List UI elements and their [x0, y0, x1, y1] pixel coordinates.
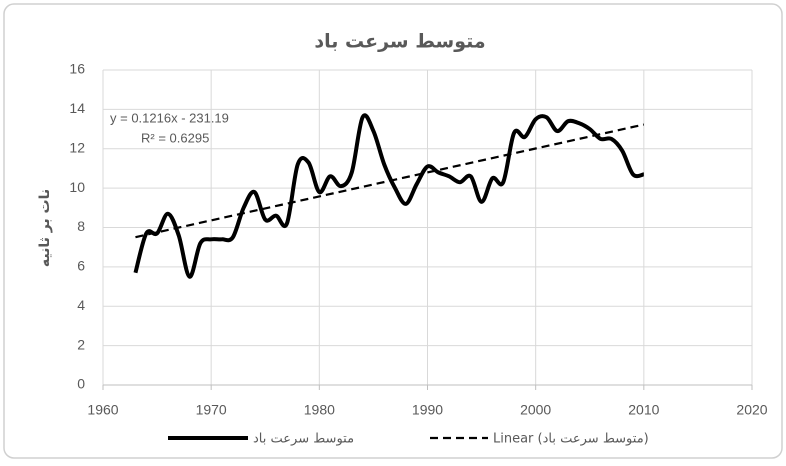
legend-label: متوسط سرعت باد — [253, 432, 354, 447]
y-tick-label: 8 — [77, 218, 85, 234]
y-tick-label: 4 — [77, 297, 85, 313]
trend-equation: y = 0.1216x - 231.19 — [110, 110, 229, 125]
y-tick-label: 2 — [77, 336, 85, 352]
x-tick-label: 1960 — [87, 402, 118, 418]
y-tick-label: 14 — [69, 100, 85, 116]
y-tick-label: 12 — [69, 139, 85, 155]
x-tick-label: 1990 — [412, 402, 443, 418]
legend-label: Linear (متوسط سرعت باد) — [493, 432, 649, 447]
y-tick-label: 10 — [69, 179, 85, 195]
y-tick-label: 16 — [69, 61, 85, 77]
x-tick-label: 1970 — [196, 402, 227, 418]
y-tick-label: 0 — [77, 376, 85, 392]
y-axis-label: نات بر ثانیه — [37, 189, 53, 267]
chart-title: متوسط سرعت باد — [314, 31, 485, 53]
trend-r2: R² = 0.6295 — [141, 130, 209, 145]
y-tick-label: 6 — [77, 258, 85, 274]
x-tick-label: 2000 — [520, 402, 551, 418]
x-tick-label: 2020 — [736, 402, 767, 418]
chart-frame — [3, 3, 783, 459]
x-tick-label: 2010 — [628, 402, 659, 418]
data-line — [133, 113, 645, 279]
x-tick-label: 1980 — [304, 402, 335, 418]
trend-line — [135, 123, 645, 239]
